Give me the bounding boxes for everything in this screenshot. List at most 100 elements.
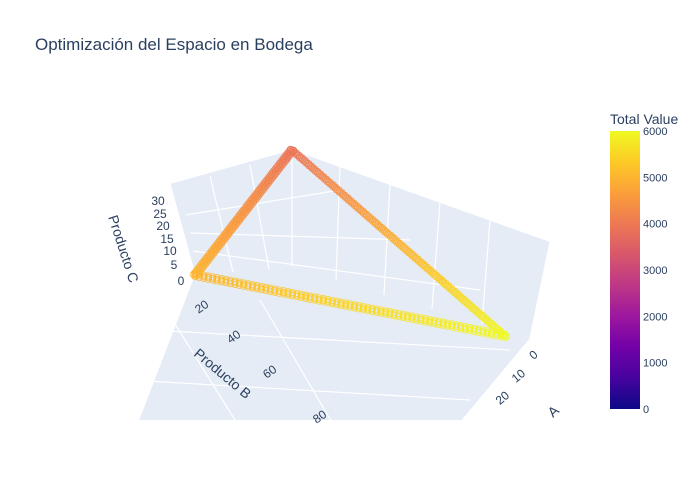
data-point bbox=[408, 315, 416, 323]
data-point bbox=[359, 306, 367, 314]
colorbar-tick-label: 0 bbox=[643, 404, 649, 416]
data-point bbox=[364, 306, 372, 315]
x-tick-label: 10 bbox=[509, 366, 528, 386]
data-point bbox=[355, 305, 363, 313]
data-point bbox=[390, 312, 398, 320]
data-point bbox=[465, 326, 474, 335]
data-point bbox=[192, 271, 201, 280]
data-point bbox=[434, 320, 443, 329]
data-point bbox=[488, 331, 496, 339]
data-point bbox=[240, 282, 248, 290]
data-point bbox=[209, 276, 217, 284]
data-point bbox=[257, 286, 266, 294]
data-point bbox=[324, 299, 332, 307]
data-point bbox=[439, 321, 447, 330]
colorbar-tick-label: 6000 bbox=[643, 126, 667, 138]
data-point bbox=[403, 314, 412, 323]
data-point bbox=[226, 279, 235, 288]
data-point bbox=[399, 313, 407, 322]
data-point bbox=[310, 296, 319, 304]
data-point bbox=[470, 327, 478, 336]
data-point bbox=[248, 284, 257, 292]
data-point bbox=[430, 320, 438, 328]
colorbar-tick-label: 5000 bbox=[643, 172, 667, 184]
z-tick-label: 25 bbox=[153, 207, 167, 221]
data-point bbox=[377, 309, 385, 317]
data-point bbox=[266, 287, 274, 296]
data-point bbox=[474, 328, 483, 337]
data-point bbox=[271, 288, 279, 296]
data-point bbox=[319, 298, 328, 306]
data-point bbox=[346, 303, 354, 311]
data-point bbox=[328, 299, 336, 308]
data-point bbox=[333, 300, 341, 309]
data-point bbox=[217, 278, 226, 286]
colorbar-title: Total Value bbox=[610, 111, 678, 127]
data-point bbox=[492, 332, 500, 340]
data-point bbox=[222, 279, 230, 287]
data-point bbox=[284, 291, 292, 299]
colorbar bbox=[610, 131, 640, 409]
data-point bbox=[213, 277, 221, 285]
data-point bbox=[426, 319, 434, 327]
data-point bbox=[341, 302, 350, 310]
data-point bbox=[417, 317, 425, 325]
x-axis-title: A bbox=[544, 402, 562, 421]
colorbar-tick-label: 1000 bbox=[643, 358, 667, 370]
data-point bbox=[253, 285, 261, 293]
z-tick-label: 10 bbox=[163, 244, 177, 258]
z-tick-label: 5 bbox=[171, 258, 178, 272]
data-point bbox=[204, 275, 212, 283]
data-point bbox=[244, 283, 252, 291]
data-point bbox=[337, 301, 345, 310]
z-tick-label: 15 bbox=[160, 232, 174, 246]
data-point bbox=[461, 326, 469, 334]
grid-lines bbox=[129, 150, 551, 420]
data-point bbox=[412, 316, 421, 324]
data-point bbox=[479, 329, 487, 337]
data-point bbox=[231, 280, 239, 289]
data-point bbox=[496, 333, 505, 341]
data-point bbox=[386, 311, 394, 319]
data-point bbox=[200, 274, 208, 282]
colorbar-tick-label: 2000 bbox=[643, 311, 667, 323]
data-point bbox=[297, 293, 305, 302]
data-point bbox=[421, 318, 429, 326]
x-tick-label: 0 bbox=[526, 347, 540, 362]
data-point bbox=[443, 322, 452, 330]
z-tick-label: 30 bbox=[151, 194, 165, 208]
colorbar-tick-label: 3000 bbox=[643, 265, 667, 277]
data-point bbox=[279, 290, 288, 298]
data-point bbox=[262, 286, 270, 295]
data-point bbox=[315, 297, 323, 305]
data-point bbox=[457, 325, 465, 333]
data-point bbox=[235, 281, 243, 289]
data-point bbox=[306, 295, 314, 303]
data-point bbox=[448, 323, 456, 331]
colorbar-tick-label: 4000 bbox=[643, 219, 667, 231]
3d-scene[interactable] bbox=[120, 145, 551, 470]
z-axis-title: Producto C bbox=[105, 213, 142, 285]
data-point bbox=[452, 324, 460, 332]
data-point bbox=[293, 292, 301, 301]
x-tick-label: 20 bbox=[493, 388, 512, 408]
data-point bbox=[350, 304, 359, 312]
data-point bbox=[483, 330, 491, 338]
chart-title: Optimización del Espacio en Bodega bbox=[35, 35, 313, 54]
data-point bbox=[381, 310, 390, 318]
data-point bbox=[275, 289, 283, 297]
floor-pane bbox=[139, 266, 530, 420]
data-point bbox=[288, 292, 297, 300]
back-pane-zy bbox=[292, 150, 550, 338]
z-tick-label: 20 bbox=[156, 219, 170, 233]
z-tick-label: 0 bbox=[178, 274, 185, 288]
data-point bbox=[372, 308, 381, 316]
data-point bbox=[501, 333, 509, 342]
scatter-markers bbox=[189, 145, 511, 342]
data-point bbox=[368, 307, 376, 316]
data-point bbox=[395, 313, 403, 321]
colorbar-ticks: 0 1000 2000 3000 4000 5000 6000 bbox=[643, 126, 667, 416]
data-point bbox=[302, 294, 310, 303]
